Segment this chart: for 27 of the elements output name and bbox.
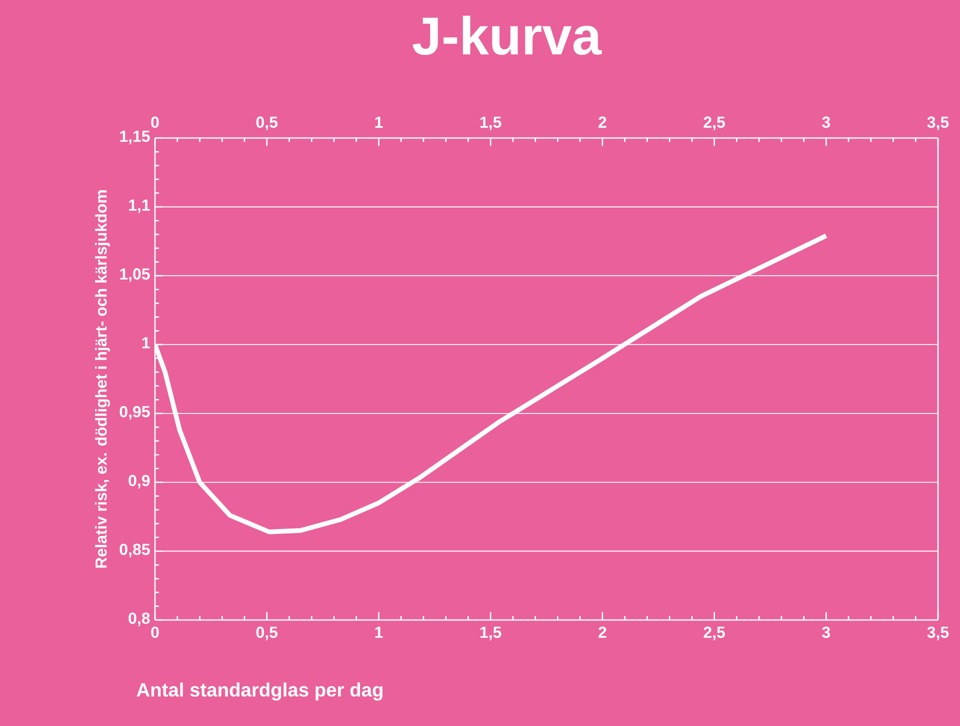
x2-tick-label: 0,5 — [256, 116, 278, 130]
y-tick-label: 0,9 — [128, 474, 150, 488]
x-tick-label: 1 — [375, 626, 383, 638]
x-tick-label: 3 — [822, 626, 830, 638]
x2-tick-label: 0 — [151, 116, 159, 128]
x2-tick-label: 3 — [822, 116, 830, 128]
x2-tick-label: 1 — [375, 116, 383, 128]
y-tick-label: 1,15 — [120, 130, 150, 144]
y-tick-label: 1,05 — [120, 268, 150, 282]
y-tick-label: 1 — [142, 337, 150, 348]
x-tick-label: 0,5 — [256, 626, 278, 640]
x-tick-label: 2 — [598, 626, 606, 638]
x-axis-title: Antal standardglas per dag — [136, 682, 382, 701]
y-tick-label: 1,1 — [129, 200, 150, 214]
x2-tick-label: 2,5 — [704, 116, 725, 130]
x-tick-label: 0 — [151, 626, 159, 638]
x2-tick-label: 2 — [598, 116, 606, 128]
y-tick-label: 0,95 — [120, 406, 150, 420]
y-tick-label: 0,8 — [128, 612, 150, 626]
y-axis-title: Relativ risk, ex. dödlighet i hjärt- och kärlsjukdom — [95, 190, 110, 568]
x-tick-label: 1,5 — [480, 626, 502, 640]
y-tick-label: 0,85 — [120, 544, 150, 558]
x2-tick-label: 1,5 — [480, 116, 502, 130]
x2-tick-label: 3,5 — [927, 116, 949, 130]
x-tick-label: 3,5 — [927, 626, 949, 640]
chart-title: J-kurva — [412, 16, 602, 55]
x-tick-label: 2,5 — [704, 626, 725, 640]
